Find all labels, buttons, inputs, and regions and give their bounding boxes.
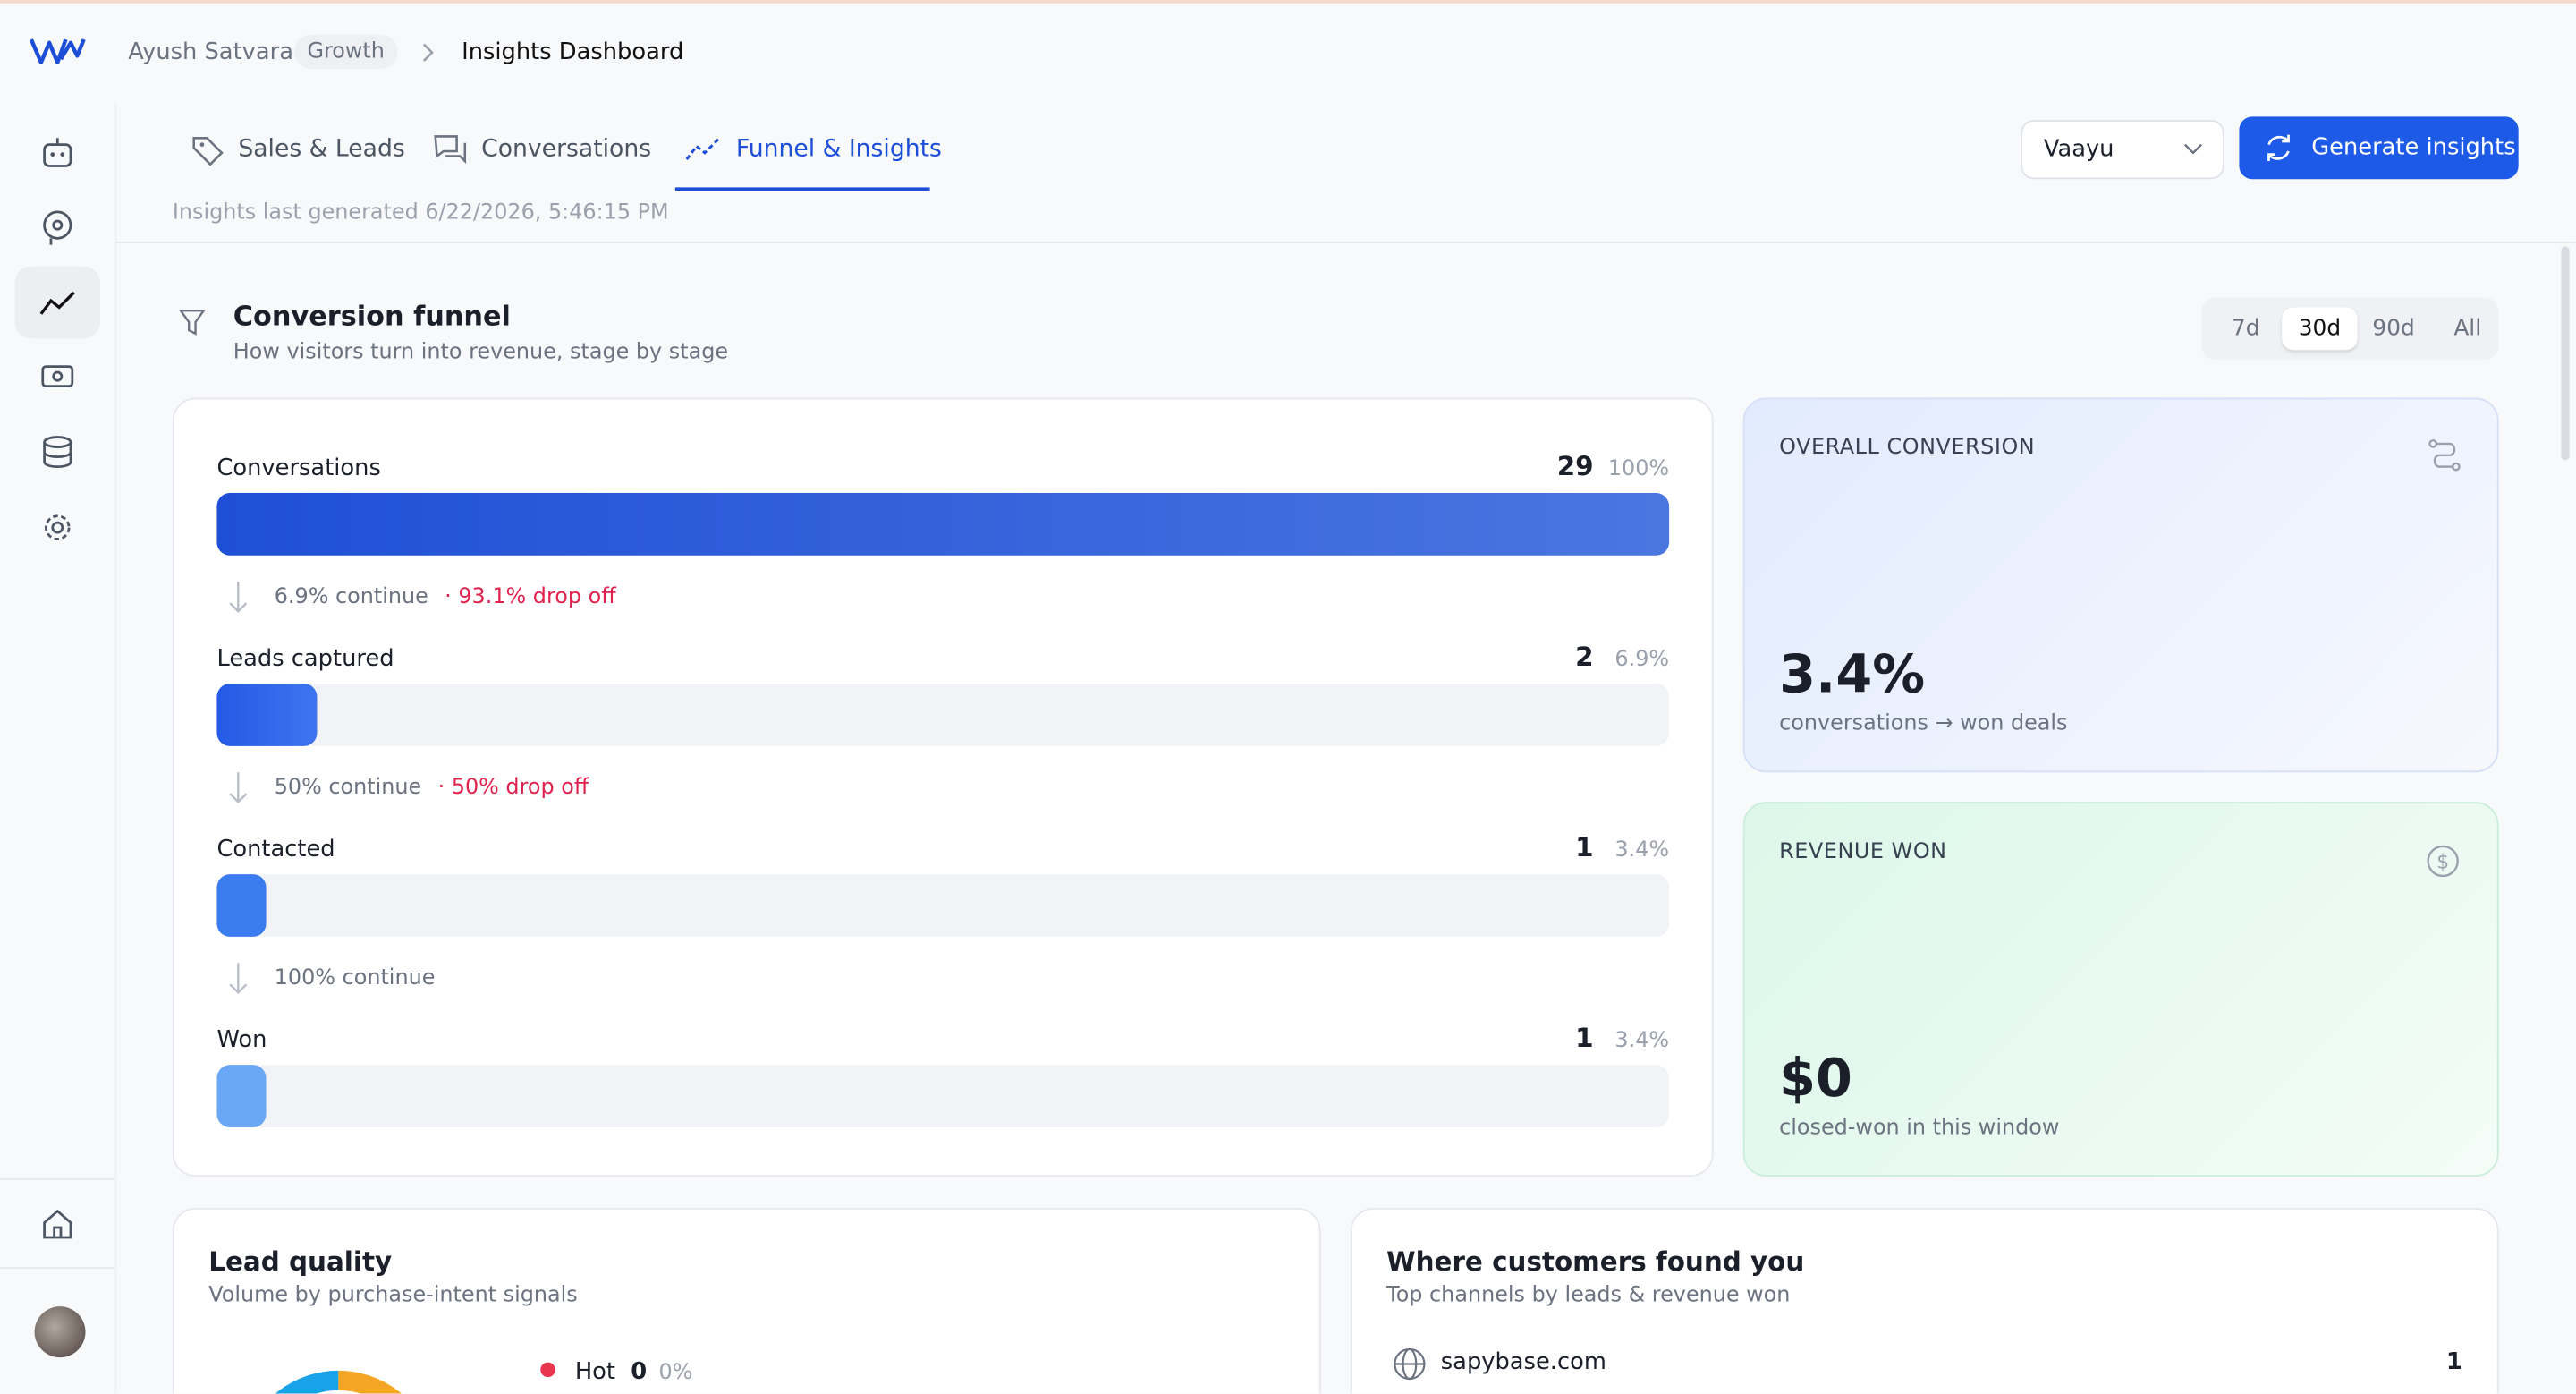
card-subtitle: Volume by purchase-intent signals: [208, 1283, 578, 1309]
card-title: REVENUE WON: [1779, 839, 1947, 865]
channel-count: 1: [2445, 1348, 2462, 1376]
tab-label: Sales & Leads: [238, 136, 405, 163]
section-title: Conversion funnel: [233, 301, 511, 333]
stage-count: 29: [1556, 450, 1594, 482]
select-value: Vaayu: [2043, 136, 2114, 163]
stage-flow: 50% continue · 50% drop off: [275, 776, 589, 801]
button-label: Generate insights: [2311, 134, 2516, 161]
sidebar-active: [14, 266, 101, 339]
bar-track: [216, 874, 1670, 937]
bar-track: [216, 684, 1670, 746]
nav-settings[interactable]: [36, 506, 79, 549]
tab-label: Funnel & Insights: [735, 136, 942, 163]
card-title: Lead quality: [208, 1245, 393, 1278]
tab[interactable]: Sales & Leads: [189, 132, 405, 167]
bar-track: [216, 493, 1670, 556]
donut: [275, 1370, 402, 1394]
scrollbar[interactable]: [2561, 246, 2570, 461]
range-option[interactable]: 30d: [2282, 307, 2358, 351]
section-subtitle: How visitors turn into revenue, stage by…: [233, 340, 729, 365]
last-generated: Insights last generated 6/22/2026, 5:46:…: [172, 200, 669, 225]
range-option[interactable]: All: [2453, 315, 2482, 343]
legend-name: Hot: [574, 1358, 616, 1386]
avatar[interactable]: [34, 1306, 86, 1358]
continue-rate: 100% continue: [274, 965, 436, 991]
arrow: [229, 963, 248, 995]
nav-insights[interactable]: [36, 281, 79, 324]
continue-rate: 6.9% continue: [274, 584, 428, 610]
chevron: [422, 43, 434, 62]
range-option[interactable]: 7d: [2231, 315, 2260, 343]
stage-name: Won: [216, 1026, 267, 1054]
nav-revenue[interactable]: [36, 355, 79, 398]
range-option[interactable]: 90d: [2372, 315, 2415, 343]
drop-rate: · 50% drop off: [437, 775, 589, 801]
stage-name: Contacted: [216, 836, 335, 863]
card-value: $0: [1779, 1046, 1852, 1109]
arrow: [229, 582, 248, 613]
card-caption: conversations → won deals: [1779, 711, 2068, 736]
card-caption: closed-won in this window: [1779, 1116, 2060, 1141]
continue-rate: 50% continue: [274, 775, 422, 801]
stage-share: 100%: [1607, 456, 1670, 482]
stage-flow: 100% continue: [275, 966, 436, 991]
overall-card: OVERALL CONVERSION 3.4% conversations → …: [1742, 397, 2499, 773]
arrow: [229, 772, 248, 803]
stage-share: 3.4%: [1614, 1028, 1670, 1054]
legend-count: 0: [631, 1358, 648, 1386]
tab-active[interactable]: Funnel & Insights: [683, 132, 942, 167]
legend-share: 0%: [658, 1360, 693, 1386]
card-title: Where customers found you: [1386, 1245, 1805, 1278]
funnel-icon: [179, 309, 206, 336]
nav-database[interactable]: [36, 430, 79, 473]
plan-badge: Growth: [293, 34, 398, 70]
stage-share: 6.9%: [1614, 647, 1670, 673]
range-toggle: 7d 30d 90d All: [2201, 297, 2499, 361]
sidebar-divider: [0, 1267, 115, 1269]
lead-quality-card: Lead quality Volume by purchase-intent s…: [172, 1207, 1321, 1394]
logo[interactable]: [28, 33, 87, 72]
nav-bot[interactable]: [36, 132, 79, 174]
tab[interactable]: Conversations: [432, 132, 651, 167]
funnel-bar: [216, 493, 1670, 556]
nav-home[interactable]: [36, 1203, 79, 1245]
revenue-card: REVENUE WON $ $0 closed-won in this wind…: [1742, 802, 2499, 1177]
nav-brain[interactable]: [36, 206, 79, 249]
stage-count: 1: [1575, 1022, 1594, 1054]
card-value: 3.4%: [1779, 642, 1926, 705]
bar-track: [216, 1065, 1670, 1127]
divider: [114, 241, 2576, 243]
stage-count: 1: [1575, 831, 1594, 863]
sidebar-divider: [0, 1177, 115, 1180]
legend-dot: [540, 1362, 555, 1378]
stage-name: Conversations: [216, 455, 381, 482]
generate-button[interactable]: Generate insights: [2239, 116, 2519, 180]
top-edge: [0, 0, 2576, 4]
channel-name: sapybase.com: [1440, 1348, 1606, 1376]
tab-label: Conversations: [481, 136, 652, 163]
stage-flow: 6.9% continue · 93.1% drop off: [275, 585, 616, 610]
stage-name: Leads captured: [216, 645, 394, 673]
funnel-bar: [216, 874, 267, 937]
drop-rate: · 93.1% drop off: [445, 584, 616, 610]
funnel-bar: [216, 1065, 267, 1127]
stage-count: 2: [1575, 641, 1594, 673]
funnel-bar: [216, 684, 318, 746]
tab-underline: [674, 187, 930, 191]
channels-card: Where customers found you Top channels b…: [1350, 1207, 2499, 1394]
agent-select[interactable]: Vaayu: [2021, 120, 2224, 180]
svg-text:$: $: [2436, 852, 2449, 874]
stage-share: 3.4%: [1614, 837, 1670, 863]
breadcrumb-page: Insights Dashboard: [462, 39, 684, 66]
funnel-card: Conversations 29 100% 6.9% continue · 93.1% …: [172, 397, 1714, 1177]
card-title: OVERALL CONVERSION: [1779, 435, 2036, 461]
breadcrumb-user[interactable]: Ayush Satvara: [128, 39, 293, 66]
card-subtitle: Top channels by leads & revenue won: [1386, 1283, 1791, 1309]
